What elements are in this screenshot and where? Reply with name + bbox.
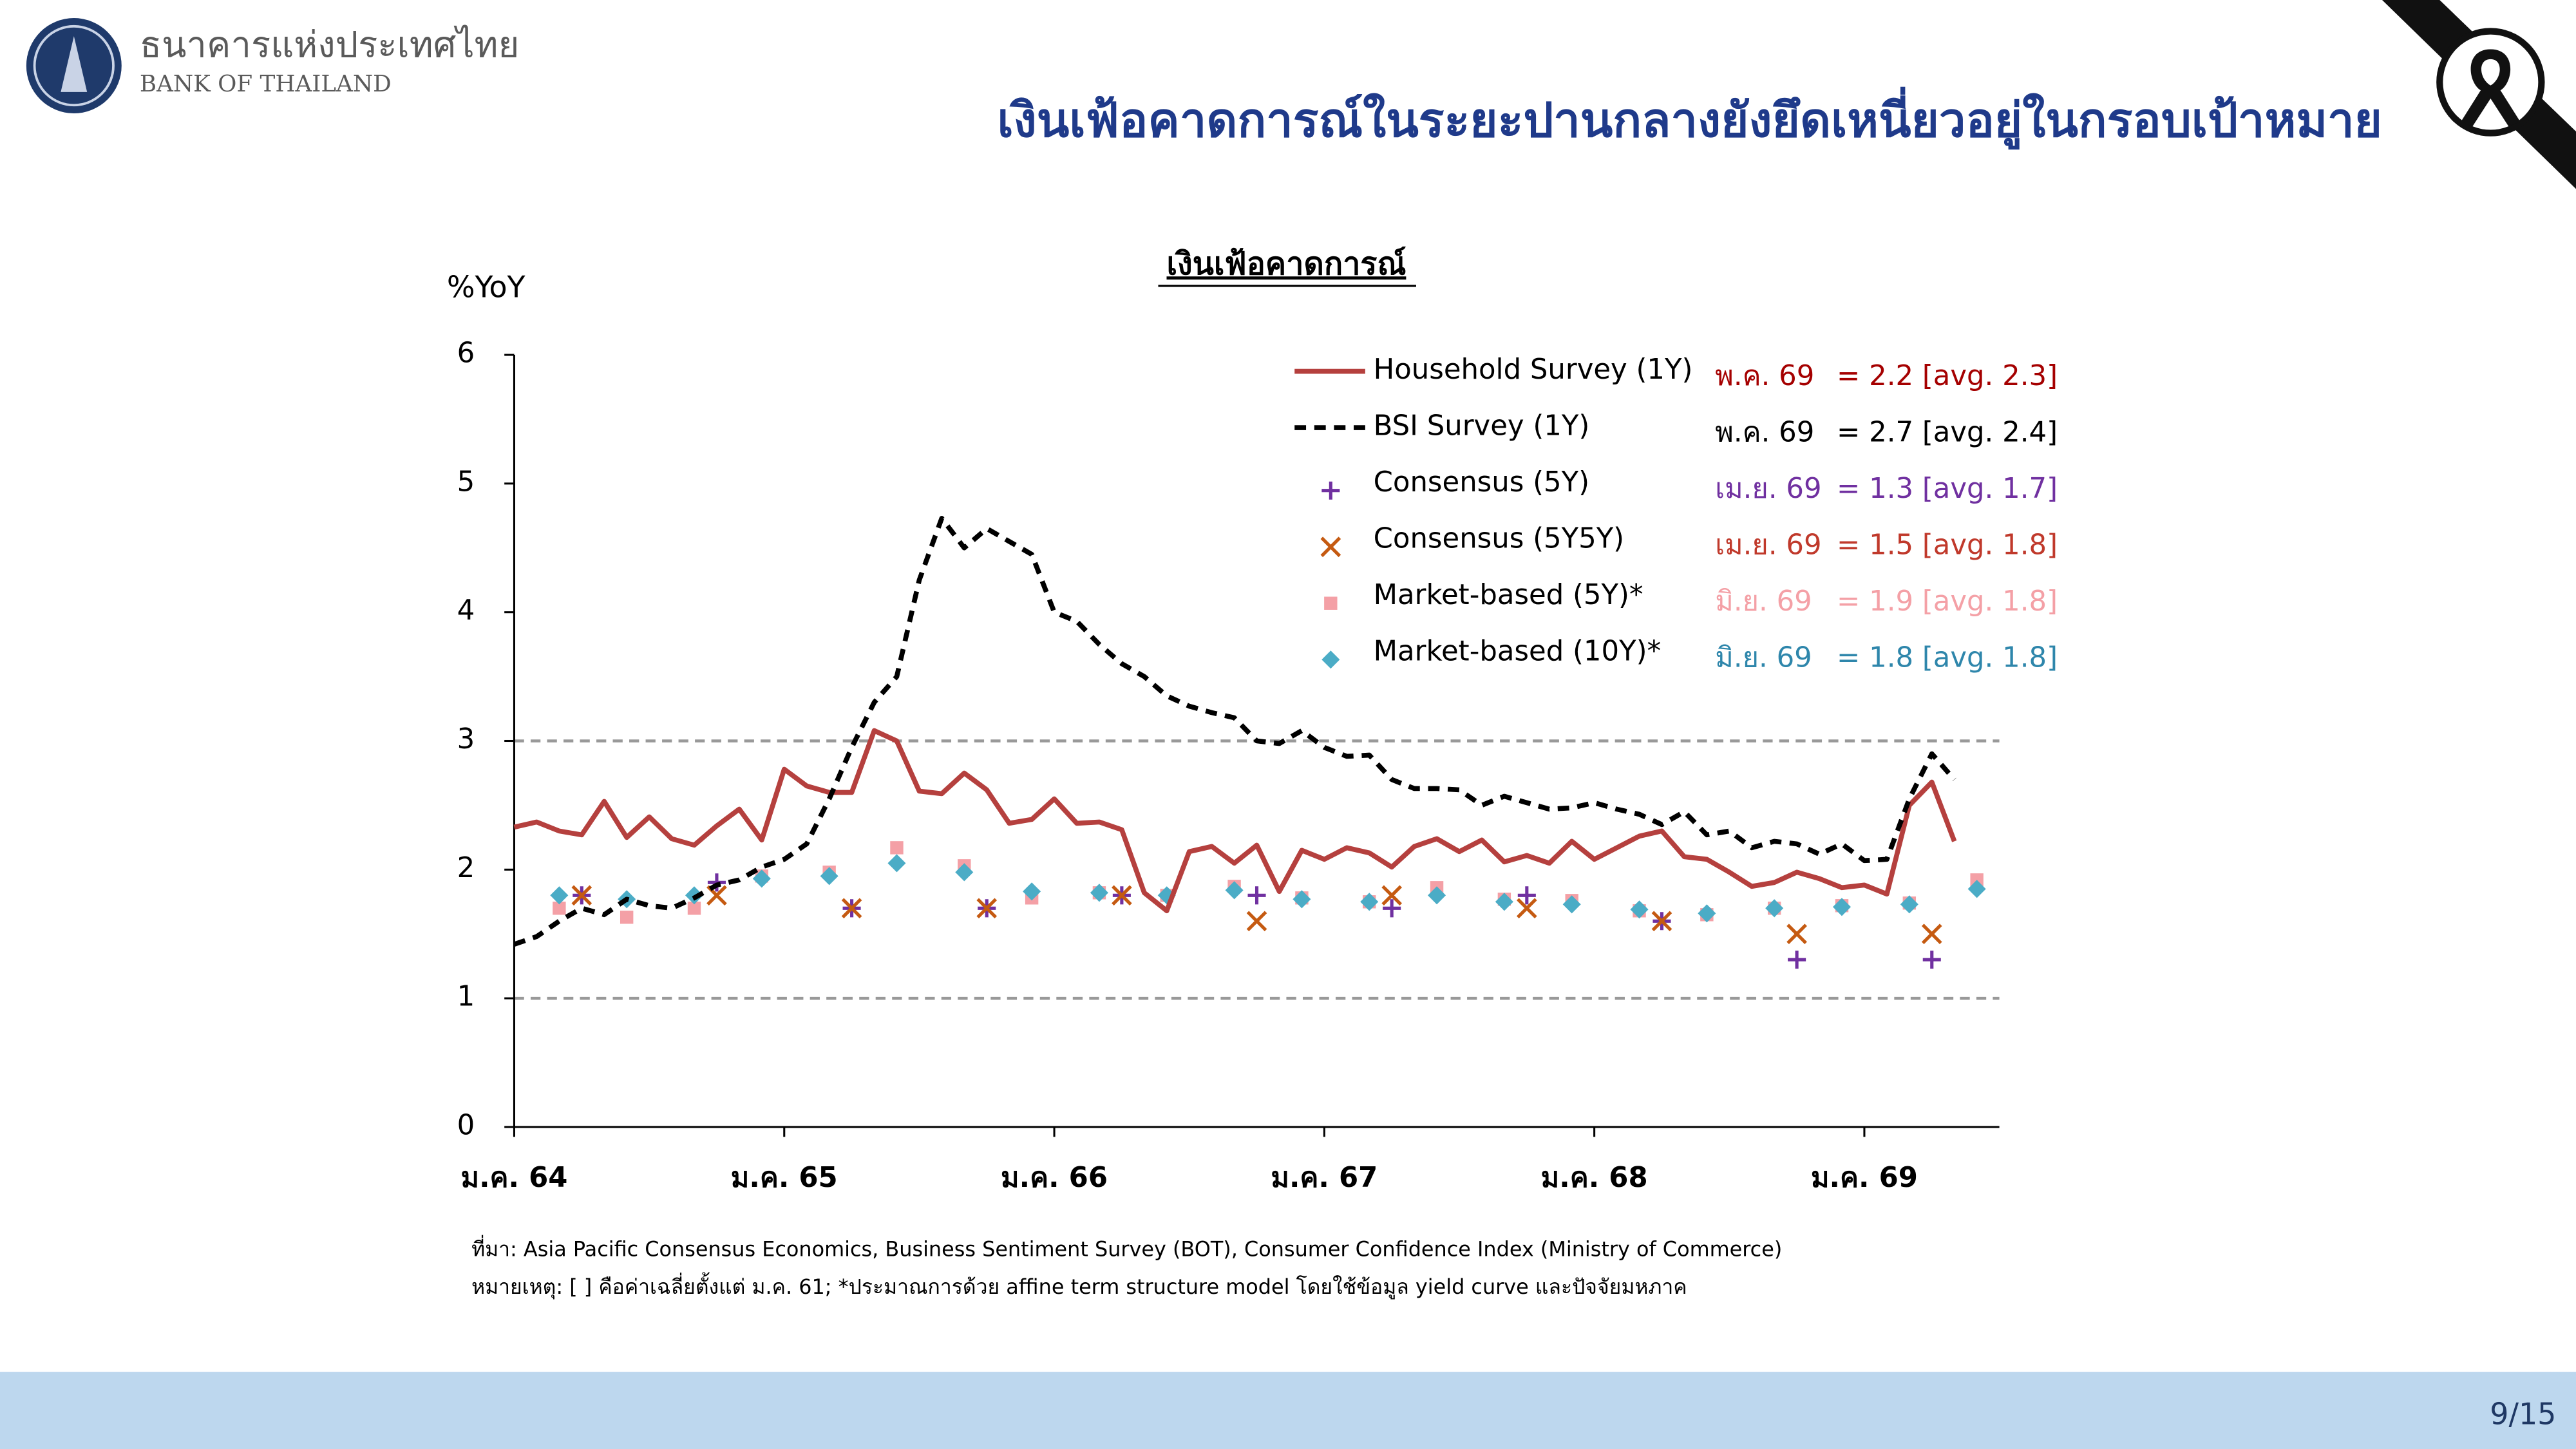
point [1786, 923, 1807, 945]
point [1922, 951, 1941, 969]
legend-label: Market-based (5Y)* [1374, 579, 1643, 611]
point [1495, 893, 1513, 911]
legend-value: = 1.3 [avg. 1.7] [1837, 473, 2058, 505]
point [1517, 886, 1536, 905]
footer-band [0, 1372, 2576, 1449]
legend: Household Survey (1Y) พ.ค. 69 = 2.2 [avg. … [1294, 354, 2058, 674]
legend-value: = 1.5 [avg. 1.8] [1837, 529, 2058, 562]
point [1246, 911, 1267, 932]
x-tick-label: ม.ค. 65 [731, 1162, 838, 1194]
point [1381, 885, 1403, 906]
dashed-line [513, 515, 1956, 947]
x-tick-label: ม.ค. 66 [1001, 1162, 1108, 1194]
point [707, 873, 726, 892]
plot: 0 1 2 3 4 5 6 ม.ค. 64 ม.ค. 65 ม.ค. 66 ม.ค. 67 ม.ค. … [457, 337, 2000, 1194]
legend-marker [1321, 481, 1340, 500]
y-tick-label: 3 [457, 723, 475, 755]
point [687, 902, 701, 915]
point [553, 902, 566, 915]
legend-marker [1321, 650, 1340, 669]
x-tick-label: ม.ค. 64 [460, 1162, 567, 1194]
legend-date: พ.ค. 69 [1715, 417, 1814, 449]
bank-name-th: ธนาคารแห่งประเทศไทย [140, 24, 520, 66]
x-tick-label: ม.ค. 67 [1271, 1162, 1378, 1194]
point [1247, 886, 1266, 905]
legend-value: = 2.2 [avg. 2.3] [1837, 360, 2058, 392]
mourning-ribbon [2382, 0, 2576, 189]
point [1765, 899, 1784, 918]
point [1698, 904, 1716, 923]
source-note: ที่มา: Asia Pacific Consensus Economics,… [471, 1235, 1782, 1261]
y-tick-label: 0 [457, 1109, 475, 1141]
logo-ring [33, 24, 115, 107]
y-tick-label: 2 [457, 852, 475, 884]
y-tick-label: 1 [457, 981, 475, 1013]
point [890, 841, 904, 855]
point [841, 898, 862, 919]
point [820, 867, 838, 886]
point [1788, 951, 1806, 969]
x-tick-label: ม.ค. 69 [1811, 1162, 1918, 1194]
point [1383, 899, 1401, 918]
point [1360, 893, 1379, 911]
line [513, 728, 1957, 914]
legend-date: เม.ย. 69 [1715, 473, 1821, 505]
footnote: หมายเหตุ: [ ] คือค่าเฉลี่ยตั้งแต่ ม.ค. 6… [471, 1272, 1687, 1300]
legend-value: = 2.7 [avg. 2.4] [1837, 417, 2058, 449]
point [976, 898, 998, 919]
y-tick-label: 6 [457, 337, 475, 370]
point [1516, 898, 1537, 919]
bank-name-en: BANK OF THAILAND [140, 71, 392, 97]
legend-label: Consensus (5Y) [1374, 466, 1589, 498]
legend-label: Market-based (10Y)* [1374, 636, 1662, 668]
point [1112, 885, 1132, 906]
legend-marker [1320, 536, 1341, 558]
point [752, 869, 771, 888]
legend-value: = 1.8 [avg. 1.8] [1837, 642, 2058, 674]
x-tick-label: ม.ค. 68 [1541, 1162, 1648, 1194]
chart-title: เงินเฟ้อคาดการณ์ [1166, 246, 1406, 282]
point [620, 911, 634, 924]
page-number: 9/15 [2490, 1396, 2556, 1431]
ribbon-icon [2461, 49, 2521, 127]
point [1428, 886, 1446, 905]
point [1651, 911, 1672, 932]
ribbon-badge [2436, 28, 2545, 137]
y-tick-label: 5 [457, 466, 475, 498]
logo [26, 18, 122, 114]
slide-title: เงินเฟ้อคาดการณ์ในระยะปานกลางยังยึดเหนี่… [997, 86, 2382, 150]
legend-date: เม.ย. 69 [1715, 529, 1821, 562]
legend-date: พ.ค. 69 [1715, 360, 1814, 392]
legend-date: มิ.ย. 69 [1715, 585, 1812, 618]
legend-date: มิ.ย. 69 [1715, 642, 1812, 674]
point [955, 863, 974, 882]
legend-value: = 1.9 [avg. 1.8] [1837, 585, 2058, 618]
point [1900, 895, 1918, 914]
legend-label: Consensus (5Y5Y) [1374, 523, 1624, 555]
legend-marker [1324, 596, 1338, 610]
logo-figure [61, 36, 88, 92]
point [1562, 895, 1581, 914]
y-tick-label: 4 [457, 594, 475, 627]
y-axis-label: %YoY [447, 269, 526, 304]
point [1967, 880, 1986, 898]
point [1921, 923, 1942, 945]
legend-label: Household Survey (1Y) [1374, 354, 1693, 386]
point [571, 885, 592, 906]
legend-label: BSI Survey (1Y) [1374, 410, 1590, 442]
